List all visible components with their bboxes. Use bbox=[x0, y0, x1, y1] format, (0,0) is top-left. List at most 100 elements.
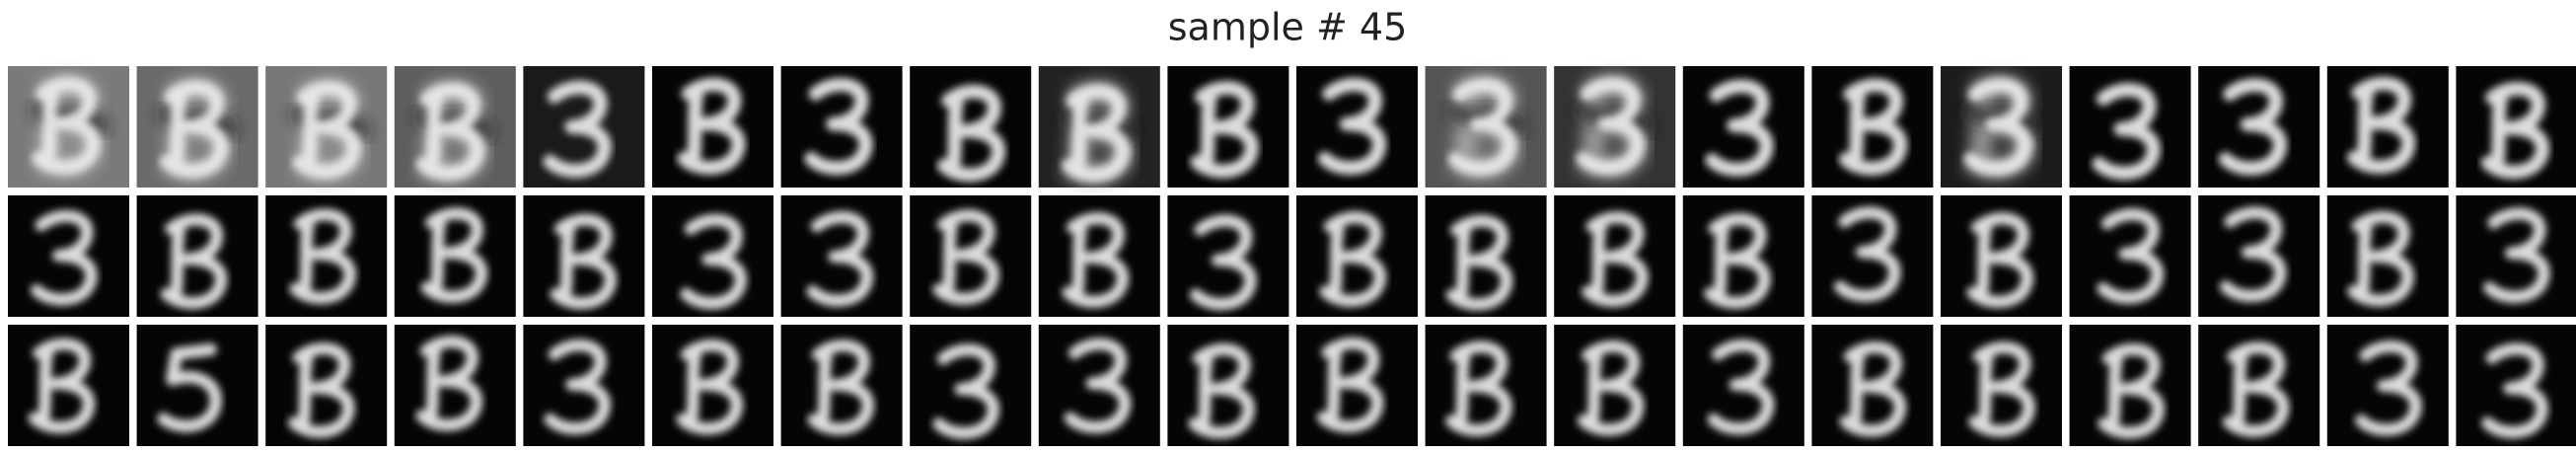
digit bbox=[544, 339, 612, 435]
digit-stroke bbox=[1445, 340, 1512, 437]
image-tile bbox=[8, 325, 129, 446]
image-tile bbox=[2069, 325, 2191, 446]
image-tile bbox=[780, 325, 903, 446]
digit bbox=[932, 343, 1000, 439]
image-tile bbox=[136, 325, 258, 446]
digit-stroke bbox=[543, 80, 612, 179]
digit bbox=[1190, 81, 1259, 179]
digit-stroke bbox=[157, 342, 222, 432]
digit-stroke bbox=[1838, 78, 1908, 176]
digit-stroke bbox=[1445, 214, 1513, 311]
image-tile bbox=[1425, 195, 1547, 317]
digit bbox=[157, 76, 238, 183]
image-tile bbox=[1296, 66, 1418, 188]
digit bbox=[806, 211, 874, 307]
digit-stroke bbox=[2346, 76, 2416, 175]
image-tile bbox=[1941, 325, 2062, 446]
digit-stroke bbox=[1582, 211, 1649, 307]
digit-stroke bbox=[420, 207, 488, 303]
image-tile bbox=[1425, 66, 1547, 188]
digit bbox=[676, 339, 744, 435]
digit bbox=[932, 209, 999, 305]
digit-stroke bbox=[2481, 342, 2548, 439]
image-tile bbox=[652, 195, 773, 317]
digit bbox=[1582, 211, 1649, 307]
image-tile bbox=[1167, 66, 1289, 188]
digit bbox=[28, 338, 96, 434]
digit bbox=[1577, 340, 1645, 436]
digit bbox=[1961, 74, 2042, 180]
digit bbox=[1705, 79, 1774, 177]
digit bbox=[2092, 82, 2161, 181]
image-tile bbox=[2456, 66, 2576, 188]
digit bbox=[1060, 80, 1140, 186]
digit bbox=[1838, 78, 1908, 176]
digit-stroke bbox=[2097, 208, 2165, 304]
digit-stroke bbox=[2480, 82, 2550, 180]
digit bbox=[31, 210, 98, 306]
digit-stroke bbox=[1576, 77, 1645, 175]
digit bbox=[160, 213, 228, 310]
digit bbox=[420, 207, 488, 303]
image-tile bbox=[1038, 195, 1160, 317]
digit bbox=[1445, 74, 1526, 180]
digit-stroke bbox=[680, 213, 748, 310]
digit-stroke bbox=[289, 208, 356, 305]
image-tile bbox=[2198, 325, 2320, 446]
digit-stroke bbox=[1317, 77, 1387, 176]
digit-stroke bbox=[2222, 341, 2290, 437]
digit bbox=[936, 84, 1006, 183]
image-grid bbox=[8, 66, 2576, 446]
digit-stroke bbox=[550, 213, 618, 310]
digit-stroke bbox=[677, 77, 746, 176]
digit-stroke bbox=[1968, 341, 2035, 437]
image-tile bbox=[523, 195, 645, 317]
digit-stroke bbox=[1188, 342, 1255, 439]
image-tile bbox=[2198, 66, 2320, 188]
figure-title: sample # 45 bbox=[1168, 6, 1408, 49]
digit-stroke bbox=[1705, 79, 1774, 177]
digit-stroke bbox=[292, 81, 361, 179]
digit bbox=[1445, 340, 1512, 437]
digit-stroke bbox=[936, 84, 1006, 183]
image-tile bbox=[265, 195, 388, 317]
digit bbox=[2346, 76, 2416, 175]
image-tile bbox=[1941, 66, 2062, 188]
image-tile bbox=[1038, 66, 1160, 188]
image-tile bbox=[1554, 195, 1676, 317]
image-tile bbox=[394, 325, 516, 446]
digit bbox=[1704, 213, 1771, 309]
image-tile bbox=[8, 66, 129, 188]
image-tile bbox=[2326, 325, 2449, 446]
image-tile bbox=[1296, 325, 1418, 446]
digit bbox=[1319, 211, 1387, 307]
digit-stroke bbox=[932, 209, 999, 305]
image-tile bbox=[910, 325, 1032, 446]
digit bbox=[2481, 342, 2548, 439]
digit-stroke bbox=[415, 336, 483, 431]
image-tile bbox=[265, 325, 388, 446]
digit-stroke bbox=[31, 210, 98, 306]
digit-stroke bbox=[1966, 212, 2034, 308]
digit-stroke bbox=[1833, 206, 1901, 302]
digit bbox=[1062, 212, 1130, 308]
image-tile bbox=[780, 195, 903, 317]
digit-stroke bbox=[1316, 337, 1384, 433]
digit bbox=[1574, 73, 1655, 179]
image-tile bbox=[1167, 325, 1289, 446]
image-tile bbox=[394, 66, 516, 188]
digit bbox=[30, 73, 110, 179]
image-tile bbox=[1038, 325, 1160, 446]
digit-stroke bbox=[1707, 339, 1775, 435]
digit bbox=[2347, 210, 2414, 307]
image-tile bbox=[652, 325, 773, 446]
digit-stroke bbox=[2483, 207, 2550, 304]
digit bbox=[1188, 342, 1255, 439]
digit-stroke bbox=[1064, 338, 1132, 434]
digit bbox=[415, 336, 483, 431]
digit-stroke bbox=[544, 339, 612, 435]
digit-stroke bbox=[415, 83, 485, 181]
digit bbox=[413, 79, 494, 185]
digit bbox=[804, 77, 873, 176]
image-tile bbox=[1682, 325, 1804, 446]
